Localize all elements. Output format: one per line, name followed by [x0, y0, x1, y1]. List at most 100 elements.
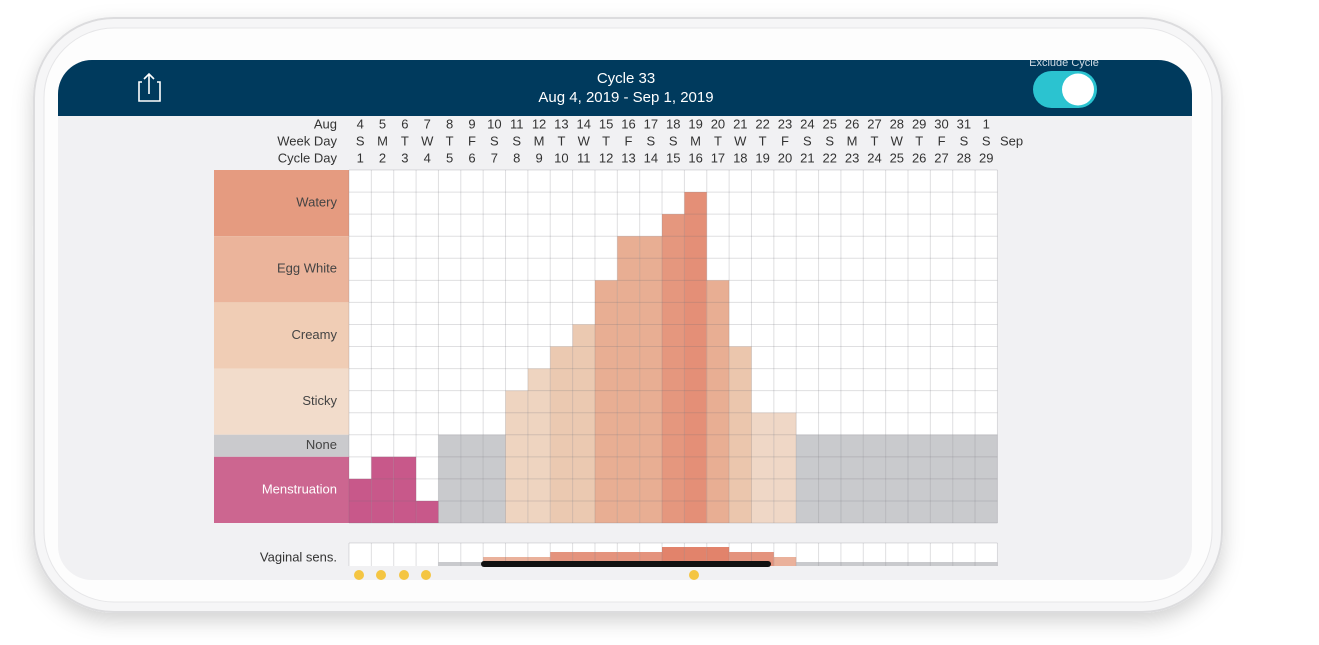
toggle-knob[interactable]: [1062, 73, 1094, 106]
sensation-bar: [975, 562, 998, 566]
day-bar: [550, 346, 573, 523]
day-label: 23: [778, 116, 792, 131]
day-label: 21: [733, 116, 747, 131]
category-band: [214, 368, 349, 435]
day-label: 13: [554, 116, 568, 131]
day-label: 28: [957, 150, 971, 165]
day-label: 25: [890, 150, 904, 165]
day-label: T: [870, 133, 878, 148]
day-bar: [505, 390, 528, 523]
day-label: 19: [688, 116, 702, 131]
day-label: 25: [823, 116, 837, 131]
sensation-bar: [885, 562, 908, 566]
day-label: 24: [800, 116, 814, 131]
day-label: 19: [755, 150, 769, 165]
day-label: 11: [577, 150, 591, 165]
category-label: Egg White: [277, 261, 337, 276]
sensation-bar: [438, 562, 461, 566]
exclude-toggle[interactable]: [1033, 71, 1097, 108]
day-bar: [393, 456, 417, 523]
month-label: Sep: [1000, 133, 1023, 148]
day-label: 30: [934, 116, 948, 131]
category-label: None: [306, 437, 337, 452]
day-label: S: [960, 133, 969, 148]
category-band: [214, 434, 349, 457]
row-header: Aug: [314, 116, 337, 131]
emoji: [354, 570, 364, 580]
sensation-bar: [908, 562, 931, 566]
day-label: 22: [755, 116, 769, 131]
date-range: Aug 4, 2019 - Sep 1, 2019: [538, 89, 713, 106]
day-bar: [527, 368, 551, 523]
day-bar: [975, 434, 998, 523]
day-label: F: [468, 133, 476, 148]
day-label: 7: [491, 150, 498, 165]
category-label: Sticky: [302, 393, 337, 408]
day-label: F: [625, 133, 633, 148]
day-label: 4: [424, 150, 431, 165]
screen: Cycle 33 Aug 4, 2019 - Sep 1, 2019 Exclu…: [58, 57, 1192, 580]
day-label: 20: [711, 116, 725, 131]
day-bar: [460, 434, 484, 523]
day-label: M: [534, 133, 545, 148]
sensation-bar: [796, 562, 819, 566]
day-label: 29: [912, 116, 926, 131]
day-label: F: [781, 133, 789, 148]
day-bar: [773, 412, 797, 523]
day-label: 5: [379, 116, 386, 131]
sensation-bar: [840, 562, 864, 566]
day-label: S: [356, 133, 365, 148]
day-label: 4: [357, 116, 364, 131]
day-label: M: [377, 133, 388, 148]
home-indicator: [481, 561, 771, 567]
row-header: Week Day: [277, 133, 337, 148]
day-label: 2: [379, 150, 386, 165]
category-label: Creamy: [291, 327, 337, 342]
day-label: W: [734, 133, 747, 148]
day-label: 10: [554, 150, 568, 165]
day-bar: [371, 456, 394, 523]
share-icon[interactable]: [138, 72, 161, 102]
day-label: 26: [845, 116, 859, 131]
emoji: [376, 570, 386, 580]
row-header: Cycle Day: [278, 150, 338, 165]
share-button[interactable]: [138, 72, 161, 102]
day-bar: [796, 434, 819, 523]
day-label: 23: [845, 150, 859, 165]
day-bar: [908, 434, 931, 523]
day-bar: [818, 434, 841, 523]
day-label: M: [847, 133, 858, 148]
day-label: 1: [357, 150, 364, 165]
day-bar: [594, 280, 618, 523]
day-label: 12: [599, 150, 613, 165]
day-label: S: [490, 133, 499, 148]
day-label: 6: [401, 116, 408, 131]
day-label: 14: [644, 150, 658, 165]
day-label: S: [647, 133, 656, 148]
day-bar: [840, 434, 864, 523]
category-label: Watery: [296, 195, 337, 210]
day-label: 9: [535, 150, 542, 165]
day-bar: [863, 434, 886, 523]
day-bar: [706, 280, 730, 523]
sensation-bar: [952, 562, 976, 566]
day-bar: [438, 434, 461, 523]
day-bar: [952, 434, 976, 523]
day-label: S: [803, 133, 812, 148]
day-label: 9: [468, 116, 475, 131]
day-label: 3: [401, 150, 408, 165]
day-label: 27: [934, 150, 948, 165]
day-bar: [349, 478, 372, 523]
day-label: 11: [510, 116, 524, 131]
emoji-icons: [354, 570, 699, 580]
category-band: [214, 236, 349, 303]
day-label: T: [446, 133, 454, 148]
day-label: 18: [666, 116, 680, 131]
day-label: 21: [800, 150, 814, 165]
category-band: [214, 302, 349, 369]
day-label: M: [690, 133, 701, 148]
toggle-label: Exclude Cycle: [1029, 57, 1099, 69]
day-label: S: [982, 133, 991, 148]
day-bar: [662, 214, 685, 523]
day-bar: [617, 236, 640, 523]
